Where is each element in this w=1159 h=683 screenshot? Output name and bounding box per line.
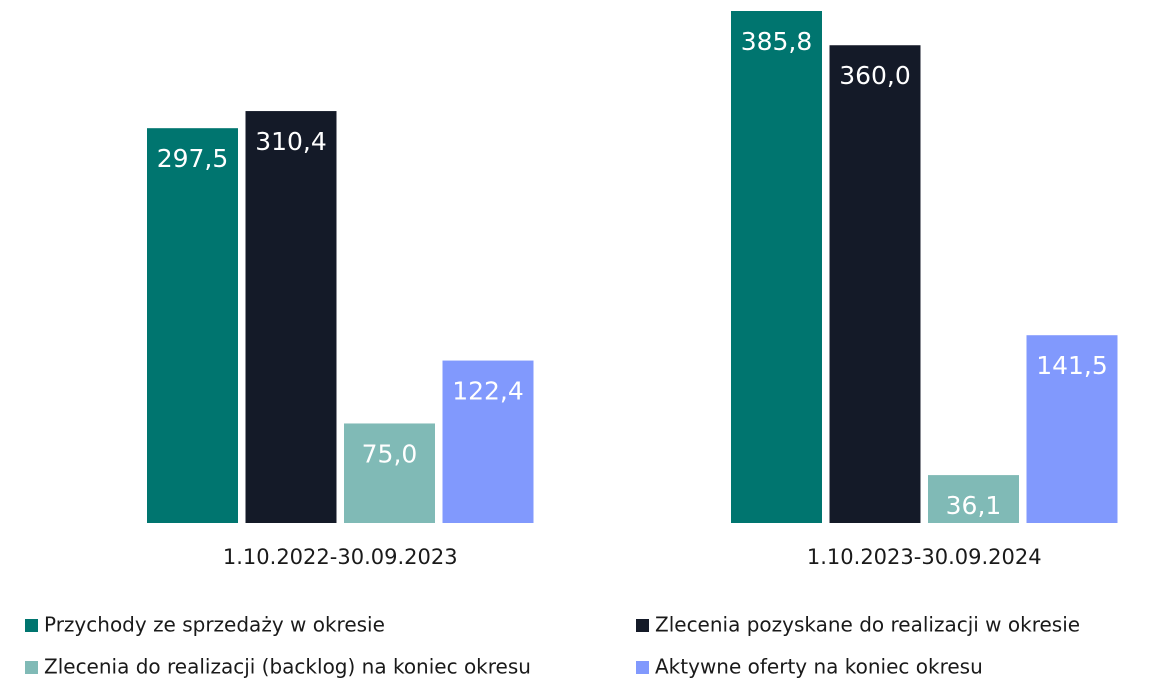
bar [245,111,337,524]
legend-label: Aktywne oferty na koniec okresu [655,655,983,679]
legend-swatch [636,661,649,674]
legend-swatch [636,619,649,632]
legend-label: Zlecenia do realizacji (backlog) na koni… [44,655,531,679]
value-label: 297,5 [157,144,229,173]
value-label: 385,8 [741,27,813,56]
legend-label: Przychody ze sprzedaży w okresie [44,613,385,637]
bar [731,11,822,523]
bar [829,45,921,523]
legend-label: Zlecenia pozyskane do realizacji w okres… [655,613,1080,637]
value-label: 310,4 [255,127,327,156]
legend-swatch [25,619,38,632]
value-label: 141,5 [1036,351,1108,380]
x-tick-label: 1.10.2023-30.09.2024 [807,545,1042,569]
bar [344,423,435,523]
value-label: 360,0 [839,61,911,90]
bar [1026,335,1118,523]
bar [928,475,1019,523]
x-tick-label: 1.10.2022-30.09.2023 [223,545,458,569]
value-label: 36,1 [946,491,1002,520]
bar [147,128,238,524]
value-label: 122,4 [452,377,524,406]
value-label: 75,0 [362,439,418,468]
bar [442,360,534,523]
legend-swatch [25,661,38,674]
